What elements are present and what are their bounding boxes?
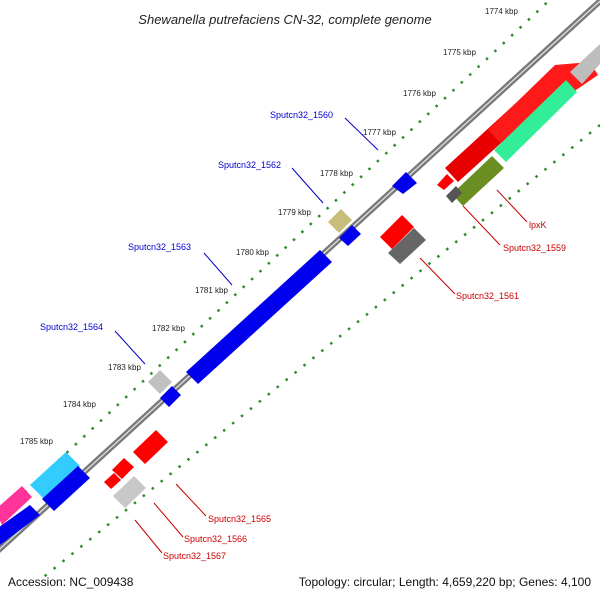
gene-label-1559[interactable]: Sputcn32_1559: [503, 243, 566, 253]
tick-label: 1782 kbp: [152, 324, 185, 333]
tick-label: 1779 kbp: [278, 208, 311, 217]
forward-strand-genes: [104, 44, 600, 508]
gene-gray-1567[interactable]: [113, 476, 146, 508]
gene-red-1565[interactable]: [133, 430, 168, 464]
gene-khaki-1562[interactable]: [328, 209, 352, 233]
tick-label: 1775 kbp: [443, 48, 476, 57]
gene-blue-bottomleft[interactable]: [0, 505, 40, 545]
gene-label-1563[interactable]: Sputcn32_1563: [128, 242, 191, 252]
tick-label: 1781 kbp: [195, 286, 228, 295]
gene-label-1564[interactable]: Sputcn32_1564: [40, 322, 103, 332]
gene-olive-lpxK[interactable]: [452, 156, 504, 206]
gene-pink[interactable]: [0, 486, 32, 525]
tick-label: 1783 kbp: [108, 363, 141, 372]
gene-aqua[interactable]: [494, 80, 577, 162]
gene-blue-small[interactable]: [339, 225, 361, 246]
gene-cyan[interactable]: [30, 452, 80, 499]
lower-gene-labels: [134, 189, 528, 554]
gene-blue-1563[interactable]: [186, 250, 332, 384]
map-title: Shewanella putrefaciens CN-32, complete …: [138, 12, 431, 27]
tick-label: 1777 kbp: [363, 128, 396, 137]
gene-red-small[interactable]: [437, 174, 454, 190]
gene-red-1566[interactable]: [112, 458, 134, 479]
tick-label: 1778 kbp: [320, 169, 353, 178]
tick-label: 1784 kbp: [63, 400, 96, 409]
tick-label: 1785 kbp: [20, 437, 53, 446]
gene-red-1561[interactable]: [380, 215, 414, 249]
tick-label: 1776 kbp: [403, 89, 436, 98]
gene-label-1565[interactable]: Sputcn32_1565: [208, 514, 271, 524]
gene-label-1561[interactable]: Sputcn32_1561: [456, 291, 519, 301]
outer-tick-ring: [0, 0, 552, 518]
tick-labels: 1774 kbp 1775 kbp 1776 kbp 1777 kbp 1778…: [20, 7, 518, 446]
upper-gene-labels: [114, 117, 379, 365]
gene-blue-1560[interactable]: [392, 172, 417, 194]
gene-label-1562[interactable]: Sputcn32_1562: [218, 160, 281, 170]
gene-gray-top[interactable]: [570, 44, 600, 84]
gene-label-lpxK[interactable]: lpxK: [529, 220, 547, 230]
topology-summary: Topology: circular; Length: 4,659,220 bp…: [299, 575, 592, 589]
gene-gray-1564[interactable]: [148, 370, 172, 394]
gene-darkgray-small[interactable]: [446, 186, 462, 203]
tick-label: 1774 kbp: [485, 7, 518, 16]
gene-blue-1564[interactable]: [160, 386, 181, 407]
gene-label-1567[interactable]: Sputcn32_1567: [163, 551, 226, 561]
gene-red-top[interactable]: [488, 62, 598, 142]
gene-label-1566[interactable]: Sputcn32_1566: [184, 534, 247, 544]
gene-label-1560[interactable]: Sputcn32_1560: [270, 110, 333, 120]
accession-text: Accession: NC_009438: [8, 575, 134, 589]
tick-label: 1780 kbp: [236, 248, 269, 257]
gene-blue-lowerleft[interactable]: [42, 466, 90, 511]
gene-red-1566b[interactable]: [104, 473, 121, 489]
reverse-strand-genes: [0, 172, 417, 545]
inner-tick-ring: [39, 124, 600, 581]
gene-darkgray-1561[interactable]: [388, 228, 426, 264]
